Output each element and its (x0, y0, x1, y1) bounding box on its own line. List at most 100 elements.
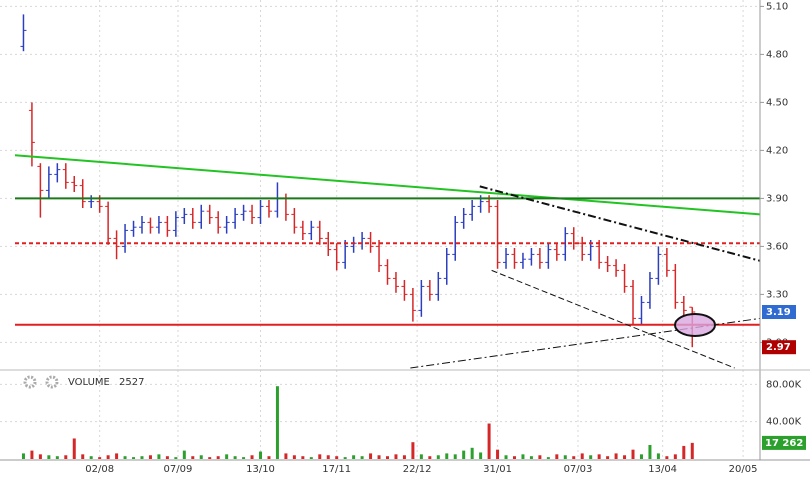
y-tick-label: 4.50 (766, 97, 788, 108)
volume-bar (208, 457, 212, 459)
volume-bar (301, 456, 305, 459)
x-tick-label: 13/10 (246, 464, 275, 475)
volume-bar (589, 455, 593, 459)
volume-bar (360, 456, 364, 459)
volume-bar (106, 455, 110, 459)
last-low-marker (762, 340, 796, 355)
volume-bar (259, 451, 263, 459)
volume-bar (690, 442, 694, 459)
volume-bar (21, 453, 25, 459)
volume-bar (326, 455, 330, 459)
volume-bar (648, 445, 652, 459)
volume-bar (165, 456, 169, 459)
x-tick-label: 31/01 (483, 464, 512, 475)
volume-bar (275, 386, 279, 459)
x-tick-label: 17/11 (322, 464, 351, 475)
volume-bar (504, 455, 508, 459)
last-volume-marker (762, 435, 806, 450)
volume-bar (555, 454, 559, 459)
volume-bar (318, 454, 322, 459)
trend-line (491, 269, 735, 369)
volume-bar (191, 456, 195, 459)
x-tick-label: 20/05 (729, 464, 758, 475)
volume-bar (140, 456, 144, 459)
volume-bar (496, 449, 500, 459)
volume-bar (462, 450, 466, 459)
volume-bar (30, 450, 34, 459)
volume-bar (64, 455, 68, 459)
volume-bar (453, 454, 457, 459)
volume-value: 2527 (119, 377, 144, 388)
volume-bar (38, 454, 42, 459)
y-tick-label: 3.60 (766, 241, 788, 252)
volume-bar (563, 455, 567, 459)
x-tick-label: 07/03 (564, 464, 593, 475)
volume-bar (72, 438, 76, 459)
volume-bar (267, 456, 271, 459)
volume-bar (521, 454, 525, 459)
volume-bar (284, 453, 288, 459)
volume-bar (487, 423, 491, 459)
volume-bar (309, 457, 313, 459)
volume-bar (292, 455, 296, 459)
gear-icon[interactable] (23, 375, 37, 389)
volume-bar (597, 454, 601, 459)
volume-bar (682, 445, 686, 459)
y-tick-label: 4.80 (766, 49, 788, 60)
trend-line (14, 154, 761, 216)
last-volume-label: 17 262 (765, 438, 803, 449)
volume-header: VOLUME 2527 (23, 375, 144, 389)
volume-bar (470, 447, 474, 459)
volume-title: VOLUME (68, 377, 110, 388)
volume-bar (352, 455, 356, 459)
volume-bar (148, 455, 152, 459)
trend-line (479, 185, 761, 262)
volume-bar (89, 456, 93, 459)
volume-bar (546, 457, 550, 459)
y-tick-label: 80.00K (766, 379, 802, 390)
volume-bar (419, 454, 423, 459)
volume-bar (479, 452, 483, 459)
volume-bar (538, 455, 542, 459)
volume-bar (242, 457, 246, 459)
volume-bar (157, 454, 161, 459)
y-tick-label: 4.20 (766, 145, 788, 156)
volume-bar (572, 456, 576, 459)
volume-bar (665, 456, 669, 459)
volume-bar (115, 453, 119, 459)
x-tick-label: 13/04 (648, 464, 677, 475)
volume-bar (580, 453, 584, 459)
volume-bar (512, 456, 516, 459)
y-tick-label: 40.00K (766, 417, 802, 428)
y-tick-label: 5.10 (766, 1, 788, 12)
volume-bar (377, 455, 381, 459)
volume-bar (199, 455, 203, 459)
volume-bar (623, 455, 627, 459)
y-tick-label: 3.30 (766, 289, 788, 300)
volume-bar (55, 456, 59, 459)
last-close-marker-label: 3.19 (766, 307, 791, 318)
volume-bar (225, 454, 229, 459)
volume-bar (132, 457, 136, 459)
volume-bar (631, 449, 635, 459)
x-tick-label: 02/08 (85, 464, 114, 475)
volume-bar (656, 453, 660, 459)
last-low-marker-label: 2.97 (766, 342, 791, 353)
volume-bar (182, 450, 186, 459)
volume-bar (529, 456, 533, 459)
highlight-ellipse (674, 313, 716, 337)
volume-bar (335, 456, 339, 459)
gear-icon[interactable] (45, 375, 59, 389)
x-tick-label: 07/09 (164, 464, 193, 475)
volume-bar (445, 453, 449, 459)
volume-bar (81, 454, 85, 459)
volume-bar (394, 454, 398, 459)
volume-bar (47, 455, 51, 459)
x-tick-label: 22/12 (403, 464, 432, 475)
last-close-marker (762, 305, 796, 319)
volume-bar (216, 456, 220, 459)
volume-bar (402, 455, 406, 459)
volume-bar (369, 453, 373, 459)
